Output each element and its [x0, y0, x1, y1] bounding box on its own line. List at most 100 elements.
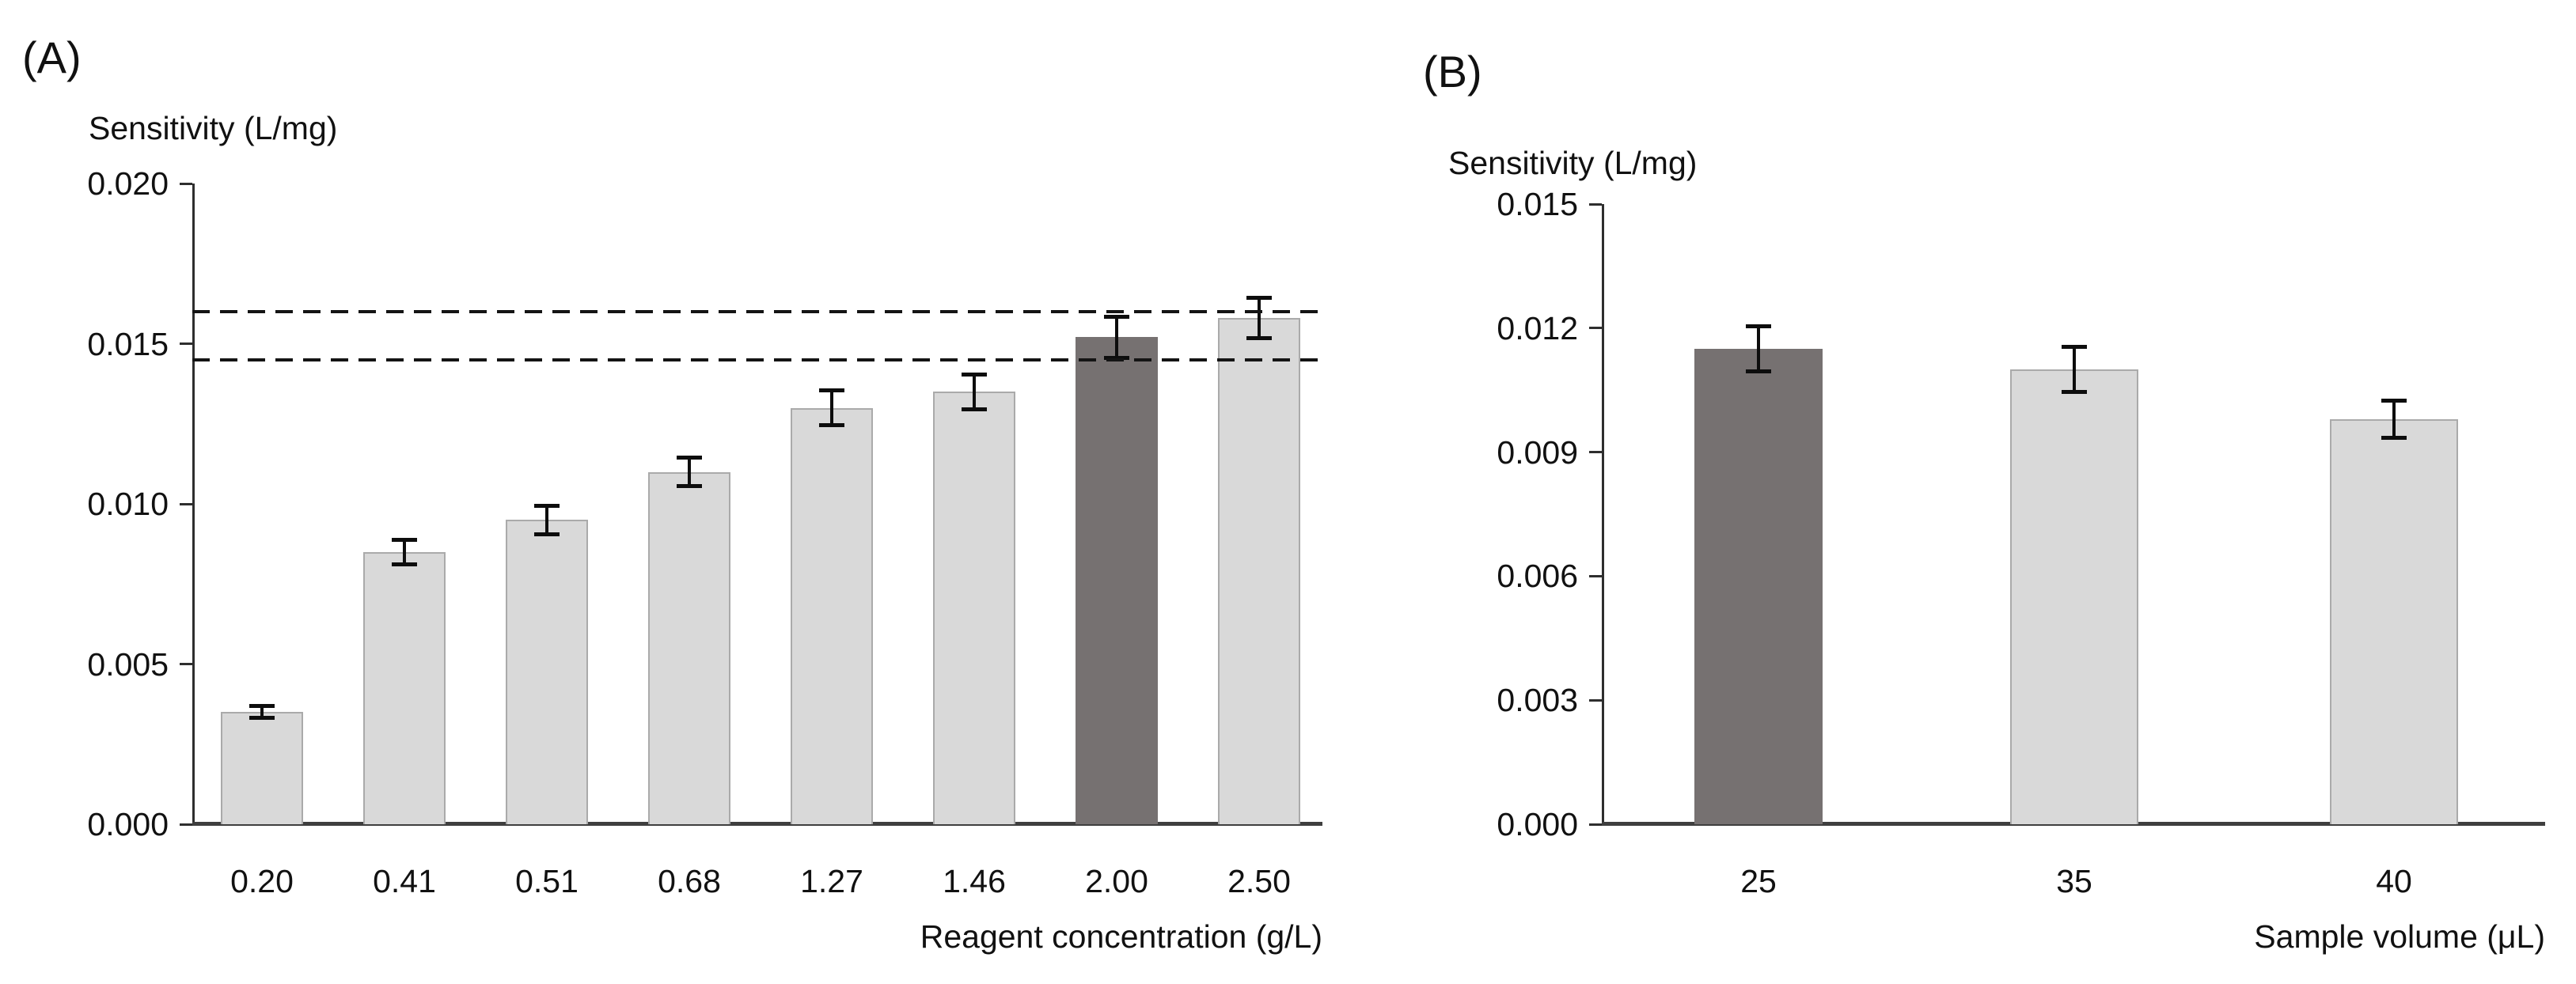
y-tick-mark: [180, 663, 192, 665]
error-bar-0.20: [249, 704, 275, 721]
error-bar-stem: [2392, 398, 2396, 440]
bar-1.46: [933, 392, 1015, 824]
panel-a-y-axis-title: Sensitivity (L/mg): [89, 110, 338, 146]
x-tick-label: 0.51: [515, 863, 579, 899]
bar-0.51: [506, 520, 588, 824]
error-bar-stem: [2073, 344, 2076, 395]
bar-0.68: [648, 471, 730, 824]
y-tick-label: 0.003: [1497, 682, 1578, 719]
error-bar-cap-bottom: [962, 407, 987, 411]
bar-1.27: [791, 407, 873, 824]
error-bar-0.51: [534, 504, 560, 536]
y-tick-mark: [1589, 202, 1602, 206]
bar-25: [1694, 348, 1823, 824]
x-tick-label: 35: [2056, 863, 2092, 899]
y-tick-label: 0.005: [87, 645, 169, 683]
error-bar-cap-bottom: [392, 562, 417, 566]
error-bar-stem: [688, 456, 691, 488]
panel-b-x-axis-title: Sample volume (μL): [2254, 918, 2545, 955]
error-bar-cap-bottom: [1104, 355, 1129, 360]
error-bar-cap-bottom: [534, 532, 560, 536]
panel-a-y-axis-line: [192, 184, 195, 824]
x-tick-label: 0.20: [230, 863, 294, 899]
y-tick-label: 0.009: [1497, 433, 1578, 471]
bar-0.41: [363, 551, 446, 824]
error-bar-25: [1746, 324, 1771, 374]
error-bar-cap-top: [2381, 398, 2407, 403]
error-bar-stem: [403, 537, 406, 566]
panel-b-plot-area: 0.000 0.003 0.006 0.009 0.012 0.015: [1497, 186, 2545, 842]
error-bar-1.27: [819, 388, 844, 427]
x-tick-label: 1.27: [800, 863, 863, 899]
error-bar-cap-top: [1246, 295, 1272, 300]
error-bar-cap-top: [1104, 315, 1129, 320]
bar-2.00: [1076, 337, 1158, 824]
bar-40: [2330, 418, 2458, 824]
error-bar-cap-bottom: [2381, 435, 2407, 440]
error-bar-stem: [830, 388, 833, 427]
reference-line: [192, 310, 1322, 313]
error-bar-cap-bottom: [1246, 336, 1272, 341]
panel-b-y-axis-line: [1602, 204, 1604, 824]
y-tick-mark: [1589, 451, 1602, 454]
error-bar-cap-top: [534, 504, 560, 508]
error-bar-stem: [1757, 324, 1760, 374]
error-bar-35: [2062, 344, 2087, 395]
panel-a-x-axis-title: Reagent concentration (g/L): [920, 918, 1322, 955]
y-tick-label: 0.006: [1497, 558, 1578, 595]
error-bar-stem: [1258, 295, 1261, 341]
error-bar-40: [2381, 398, 2407, 440]
y-tick-label: 0.020: [87, 165, 169, 202]
error-bar-stem: [1115, 315, 1118, 360]
error-bar-cap-top: [1746, 324, 1771, 328]
y-tick-label: 0.012: [1497, 309, 1578, 346]
reference-line: [192, 358, 1322, 361]
y-tick-label: 0.015: [87, 325, 169, 362]
x-tick-label: 2.50: [1227, 863, 1291, 899]
bar-35: [2010, 369, 2138, 824]
error-bar-cap-top: [677, 456, 702, 460]
panel-b-tag: (B): [1423, 47, 1482, 97]
y-tick-mark: [180, 502, 192, 505]
error-bar-cap-top: [962, 372, 987, 377]
y-tick-mark: [180, 343, 192, 345]
panel-a-plot-area: 0.000 0.005 0.010 0.015 0.020: [87, 165, 1322, 842]
error-bar-2.50: [1246, 295, 1272, 341]
x-tick-label: 0.68: [658, 863, 721, 899]
x-tick-label: 1.46: [943, 863, 1006, 899]
error-bar-cap-bottom: [677, 483, 702, 488]
bar-0.20: [221, 712, 303, 824]
error-bar-cap-top: [2062, 344, 2087, 349]
y-tick-mark: [1589, 327, 1602, 330]
error-bar-cap-bottom: [249, 716, 275, 721]
error-bar-cap-bottom: [819, 422, 844, 427]
y-tick-mark: [1589, 574, 1602, 577]
error-bar-2.00: [1104, 315, 1129, 360]
y-tick-label: 0.000: [87, 806, 169, 842]
panel-a-x-axis-line: [192, 822, 1322, 826]
panel-a-tag: (A): [22, 32, 82, 82]
y-tick-label: 0.000: [1497, 806, 1578, 842]
error-bar-stem: [545, 504, 548, 536]
bar-2.50: [1218, 318, 1300, 824]
y-tick-label: 0.010: [87, 486, 169, 522]
error-bar-cap-bottom: [1746, 369, 1771, 374]
error-bar-stem: [973, 372, 976, 411]
y-tick-mark: [180, 823, 192, 826]
x-tick-label: 25: [1740, 863, 1777, 899]
panel-b-y-axis-title: Sensitivity (L/mg): [1448, 145, 1698, 181]
y-tick-mark: [1589, 698, 1602, 702]
error-bar-1.46: [962, 372, 987, 411]
x-tick-label: 2.00: [1085, 863, 1148, 899]
error-bar-cap-bottom: [2062, 390, 2087, 395]
error-bar-cap-top: [392, 537, 417, 542]
error-bar-cap-top: [249, 704, 275, 709]
error-bar-0.41: [392, 537, 417, 566]
error-bar-0.68: [677, 456, 702, 488]
y-tick-mark: [180, 182, 192, 185]
error-bar-stem: [260, 704, 264, 721]
x-tick-label: 40: [2376, 863, 2412, 899]
x-tick-label: 0.41: [373, 863, 436, 899]
y-tick-mark: [1589, 823, 1602, 826]
